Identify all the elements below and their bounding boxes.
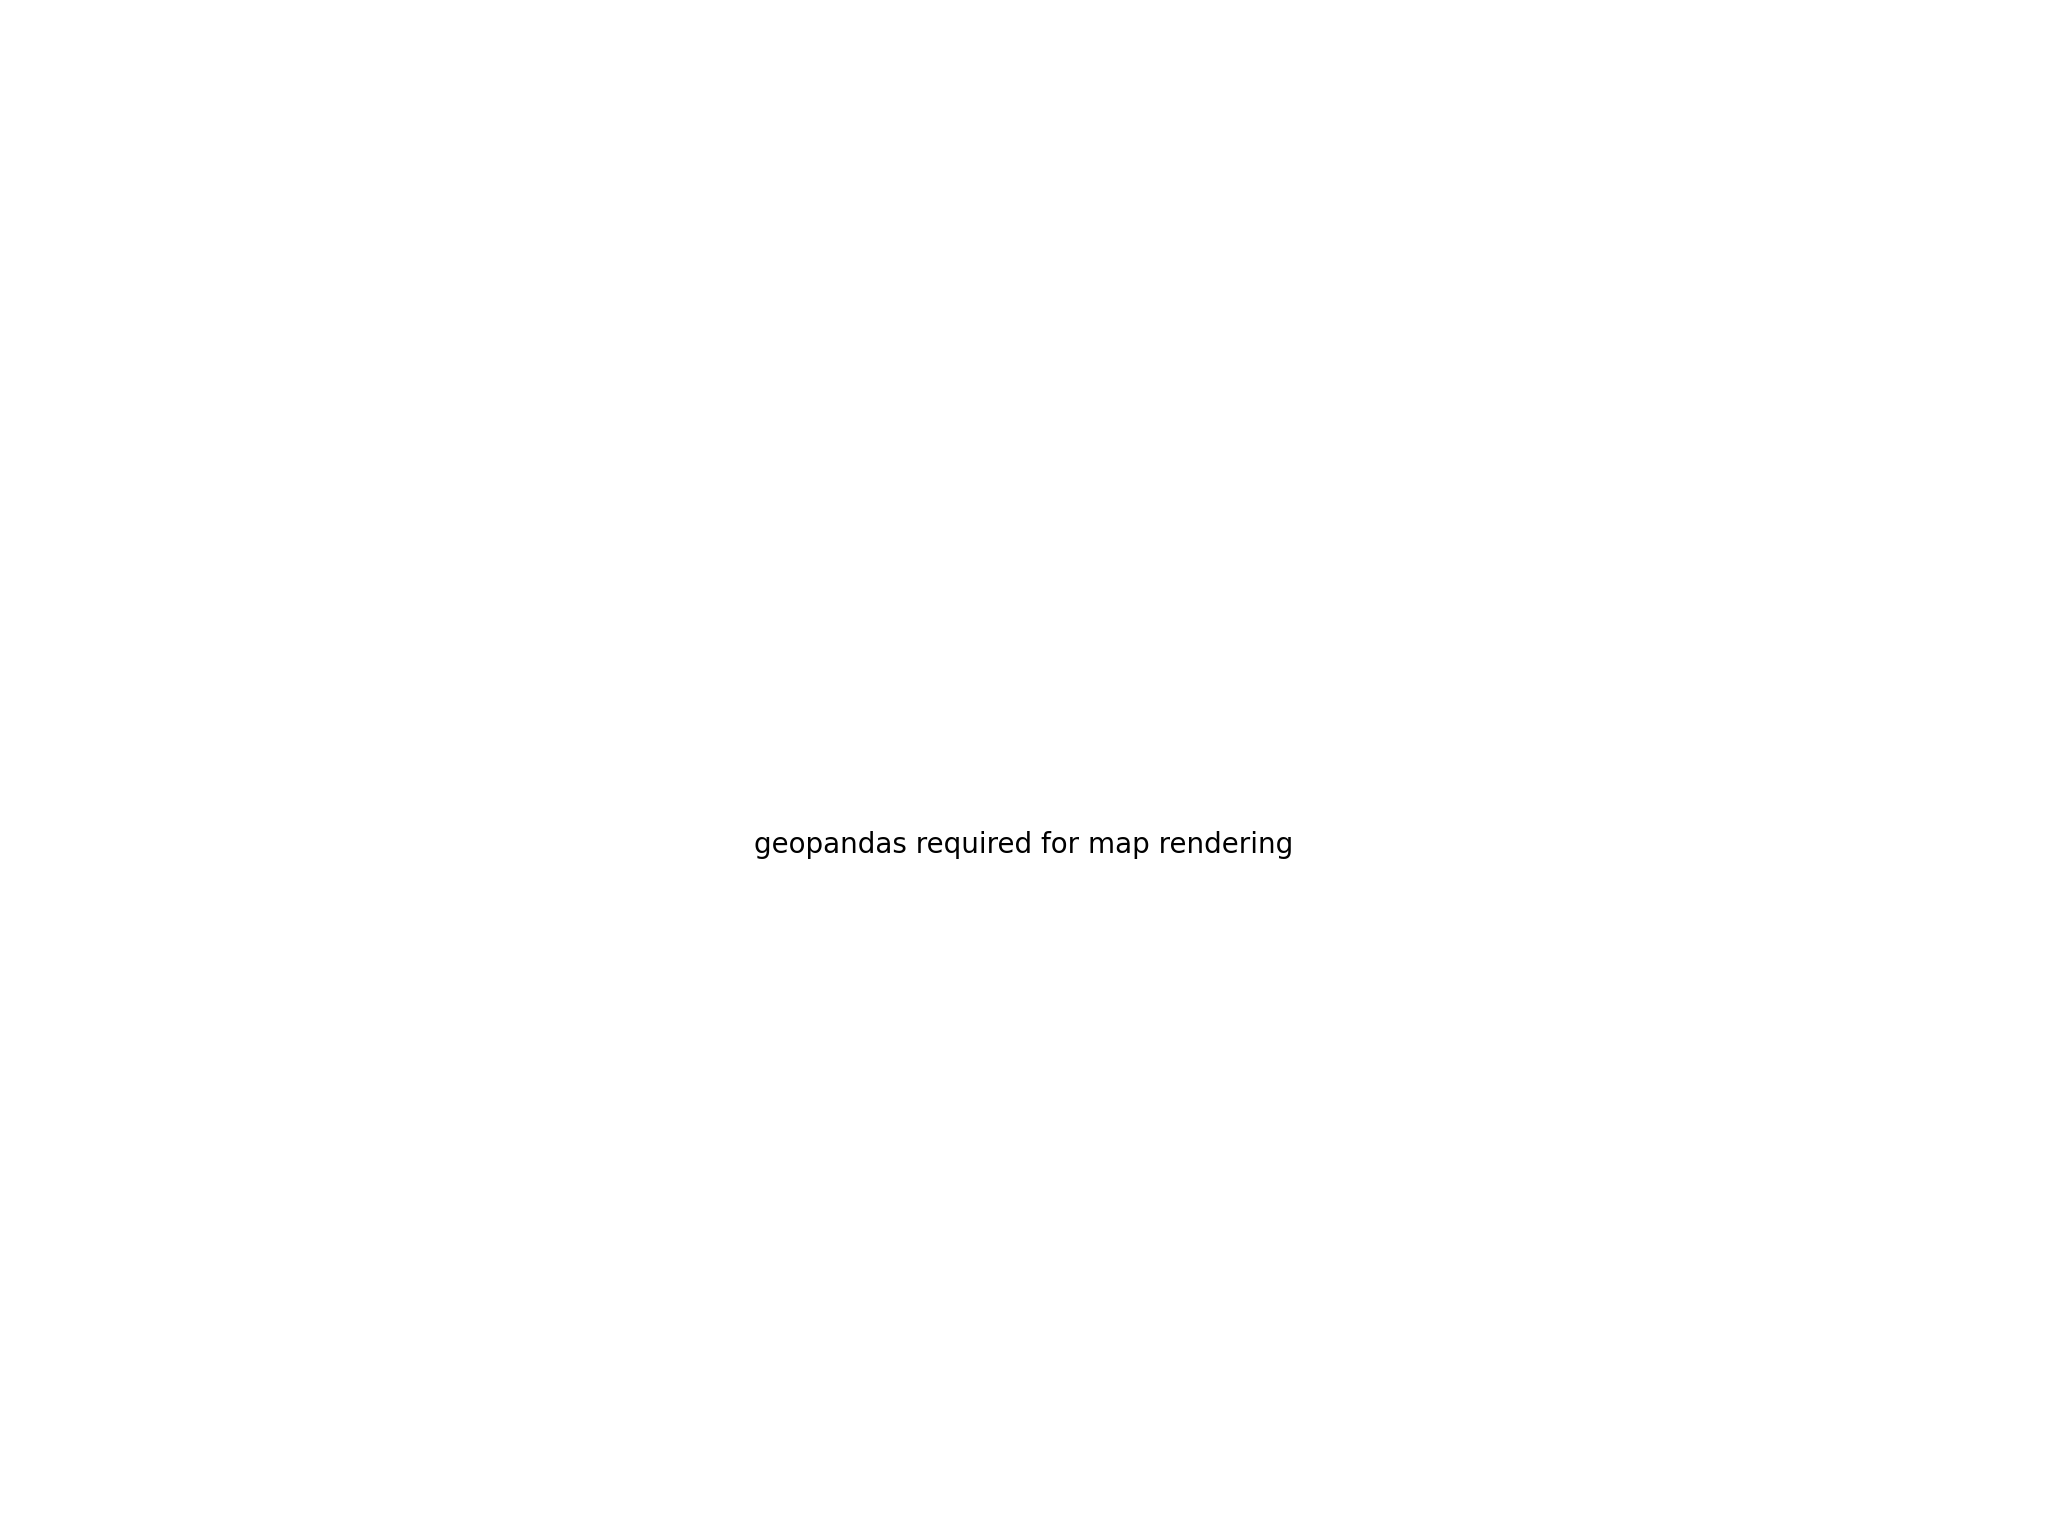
Text: geopandas required for map rendering: geopandas required for map rendering <box>754 831 1294 859</box>
